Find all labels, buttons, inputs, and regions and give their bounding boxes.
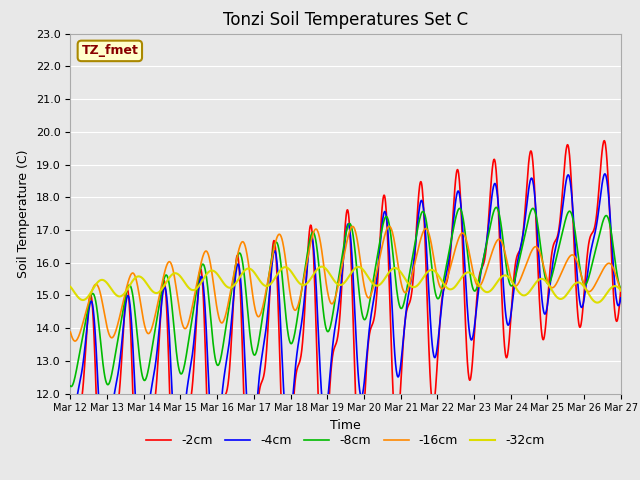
-4cm [504,321,511,326]
-32cm [552,293,559,299]
-16cm [71,338,79,344]
-2cm [600,138,608,144]
-2cm [504,354,511,360]
-2cm [431,389,439,395]
-16cm [189,300,197,305]
-16cm [385,223,393,229]
-16cm [617,288,625,294]
-2cm [189,373,197,379]
-2cm [251,452,259,457]
-16cm [67,329,74,335]
-32cm [594,300,602,305]
-32cm [250,270,258,276]
-8cm [504,272,511,277]
-8cm [431,290,439,296]
-16cm [504,262,511,267]
-2cm [552,237,559,243]
-32cm [189,287,196,293]
-32cm [175,273,183,278]
Line: -16cm: -16cm [70,226,621,341]
-4cm [431,354,439,360]
Text: TZ_fmet: TZ_fmet [81,44,138,58]
-4cm [189,345,197,351]
Line: -2cm: -2cm [70,141,621,480]
-4cm [617,295,625,301]
-32cm [504,273,511,279]
-32cm [67,284,74,289]
Legend: -2cm, -4cm, -8cm, -16cm, -32cm: -2cm, -4cm, -8cm, -16cm, -32cm [141,429,550,452]
Y-axis label: Soil Temperature (C): Soil Temperature (C) [17,149,30,278]
-8cm [552,256,560,262]
Title: Tonzi Soil Temperatures Set C: Tonzi Soil Temperatures Set C [223,11,468,29]
-4cm [67,451,74,456]
-16cm [432,266,440,272]
-4cm [138,467,145,472]
-4cm [176,457,184,463]
-4cm [601,171,609,177]
-16cm [251,305,259,311]
Line: -8cm: -8cm [70,207,621,386]
X-axis label: Time: Time [330,419,361,432]
-32cm [617,288,625,293]
-8cm [251,352,259,358]
-2cm [617,286,625,291]
-4cm [552,244,559,250]
-2cm [67,479,74,480]
-8cm [189,309,197,315]
Line: -4cm: -4cm [70,174,621,469]
Line: -32cm: -32cm [70,266,621,302]
-32cm [318,264,326,269]
-8cm [67,383,74,389]
-16cm [176,309,184,315]
-4cm [251,424,259,430]
-8cm [67,384,75,389]
-8cm [492,204,500,210]
-8cm [617,286,625,291]
-32cm [431,269,439,275]
-16cm [552,281,560,287]
-8cm [176,369,184,375]
